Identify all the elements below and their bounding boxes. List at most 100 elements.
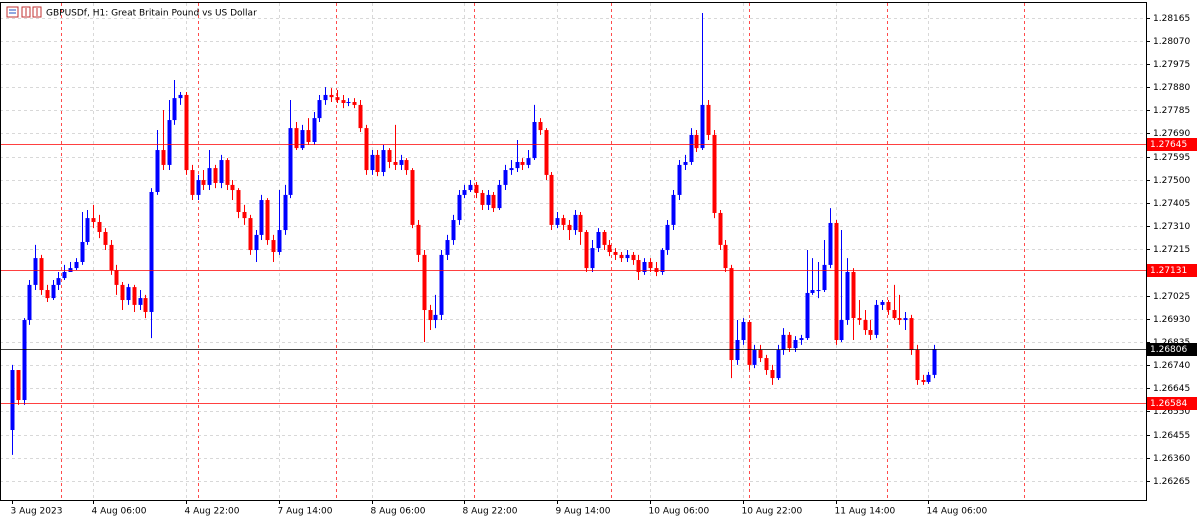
price-label-box <box>1147 343 1197 356</box>
candle-body <box>410 170 415 225</box>
y-tick-label: 1.27975 <box>1153 60 1190 70</box>
candle-body <box>834 222 839 341</box>
candle-body <box>486 194 491 205</box>
candle-body <box>932 349 937 375</box>
y-tick-label: 1.26550 <box>1153 407 1190 417</box>
candle-body <box>787 334 792 349</box>
candle-body <box>207 168 212 185</box>
x-tick-label: 3 Aug 2023 <box>11 507 63 517</box>
candle-body <box>857 318 862 321</box>
candle-body <box>138 298 143 305</box>
candle-body <box>828 222 833 265</box>
y-tick-label: 1.27310 <box>1153 222 1190 232</box>
y-tick-label: 1.26455 <box>1153 431 1190 441</box>
candle-body <box>573 214 578 231</box>
candle-body <box>393 162 398 165</box>
plot-layer: 1.28165 1.28070 1.27975 1.27880 1.27785 1.276… <box>0 3 1190 517</box>
candle-body <box>219 160 224 183</box>
candle-body <box>544 130 549 175</box>
candle-body <box>509 168 514 171</box>
candle-body <box>712 134 717 213</box>
candle-body <box>33 258 38 285</box>
candle-body <box>706 104 711 135</box>
candle-body <box>352 102 357 105</box>
candle-body <box>172 98 177 121</box>
candle-body <box>190 170 195 195</box>
candle-body <box>468 184 473 191</box>
candle-body <box>225 160 230 185</box>
candle-body <box>532 122 537 159</box>
candle-body <box>381 150 386 172</box>
candle-body <box>625 254 630 259</box>
y-tick-label: 1.26360 <box>1153 454 1190 464</box>
candle-body <box>196 180 201 195</box>
candle-body <box>399 160 404 165</box>
candle-body <box>85 218 90 242</box>
candle-body <box>155 150 160 192</box>
price-label: 1.27131 <box>1150 266 1187 276</box>
candle-body <box>805 292 810 339</box>
candle-body <box>16 370 21 401</box>
candle-body <box>341 100 346 103</box>
candle-body <box>897 318 902 321</box>
candle-body <box>735 340 740 361</box>
candle-body <box>358 104 363 129</box>
candle-body <box>915 350 920 381</box>
candle-body <box>631 254 636 261</box>
candle-body <box>248 218 253 251</box>
y-tick-label: 1.27025 <box>1153 292 1190 302</box>
candle-body <box>433 314 438 321</box>
candle-body <box>126 287 131 301</box>
candle-body <box>503 170 508 185</box>
y-tick-label: 1.26930 <box>1153 315 1190 325</box>
x-tick-label: 10 Aug 22:00 <box>742 507 803 517</box>
candle-body <box>886 301 891 311</box>
candle-body <box>747 321 752 365</box>
price-label: 1.26584 <box>1150 399 1187 409</box>
candle-body <box>648 261 653 269</box>
candle-body <box>903 318 908 321</box>
candle-body <box>277 230 282 252</box>
candle-body <box>120 284 125 301</box>
candle-body <box>51 284 56 299</box>
candle-body <box>161 150 166 165</box>
candle-body <box>329 94 334 98</box>
candle-body <box>602 231 607 245</box>
candle-body <box>921 380 926 382</box>
candle-body <box>300 130 305 149</box>
candle-body <box>671 194 676 225</box>
candle-body <box>619 254 624 259</box>
candle-body <box>213 168 218 183</box>
y-tick-label: 1.27500 <box>1153 176 1190 186</box>
candle-body <box>636 260 641 272</box>
x-tick-label: 4 Aug 22:00 <box>185 507 240 517</box>
candle-body <box>764 358 769 371</box>
candle-body <box>56 278 61 285</box>
candle-body <box>793 340 798 349</box>
candle-body <box>422 254 427 311</box>
y-tick-label: 1.27785 <box>1153 106 1190 116</box>
candle-body <box>909 318 914 351</box>
candle-body <box>497 184 502 209</box>
y-tick-label: 1.27405 <box>1153 199 1190 209</box>
candle-body <box>39 258 44 291</box>
candle-body <box>80 241 85 262</box>
y-tick-label: 1.26645 <box>1153 384 1190 394</box>
candle-body <box>741 321 746 341</box>
candle-body <box>288 128 293 195</box>
candle-body <box>323 94 328 101</box>
candle-body <box>312 118 317 143</box>
candle-body <box>265 200 270 241</box>
candle-body <box>178 94 183 99</box>
candle-body <box>677 164 682 195</box>
candle-body <box>723 244 728 269</box>
candle-body <box>387 150 392 163</box>
candle-body <box>781 334 786 351</box>
candle-body <box>526 158 531 165</box>
candle-body <box>62 271 67 279</box>
price-label: 1.26806 <box>1150 345 1187 355</box>
icon <box>6 6 19 18</box>
y-tick-label: 1.26740 <box>1153 361 1190 371</box>
candle-body <box>439 254 444 315</box>
